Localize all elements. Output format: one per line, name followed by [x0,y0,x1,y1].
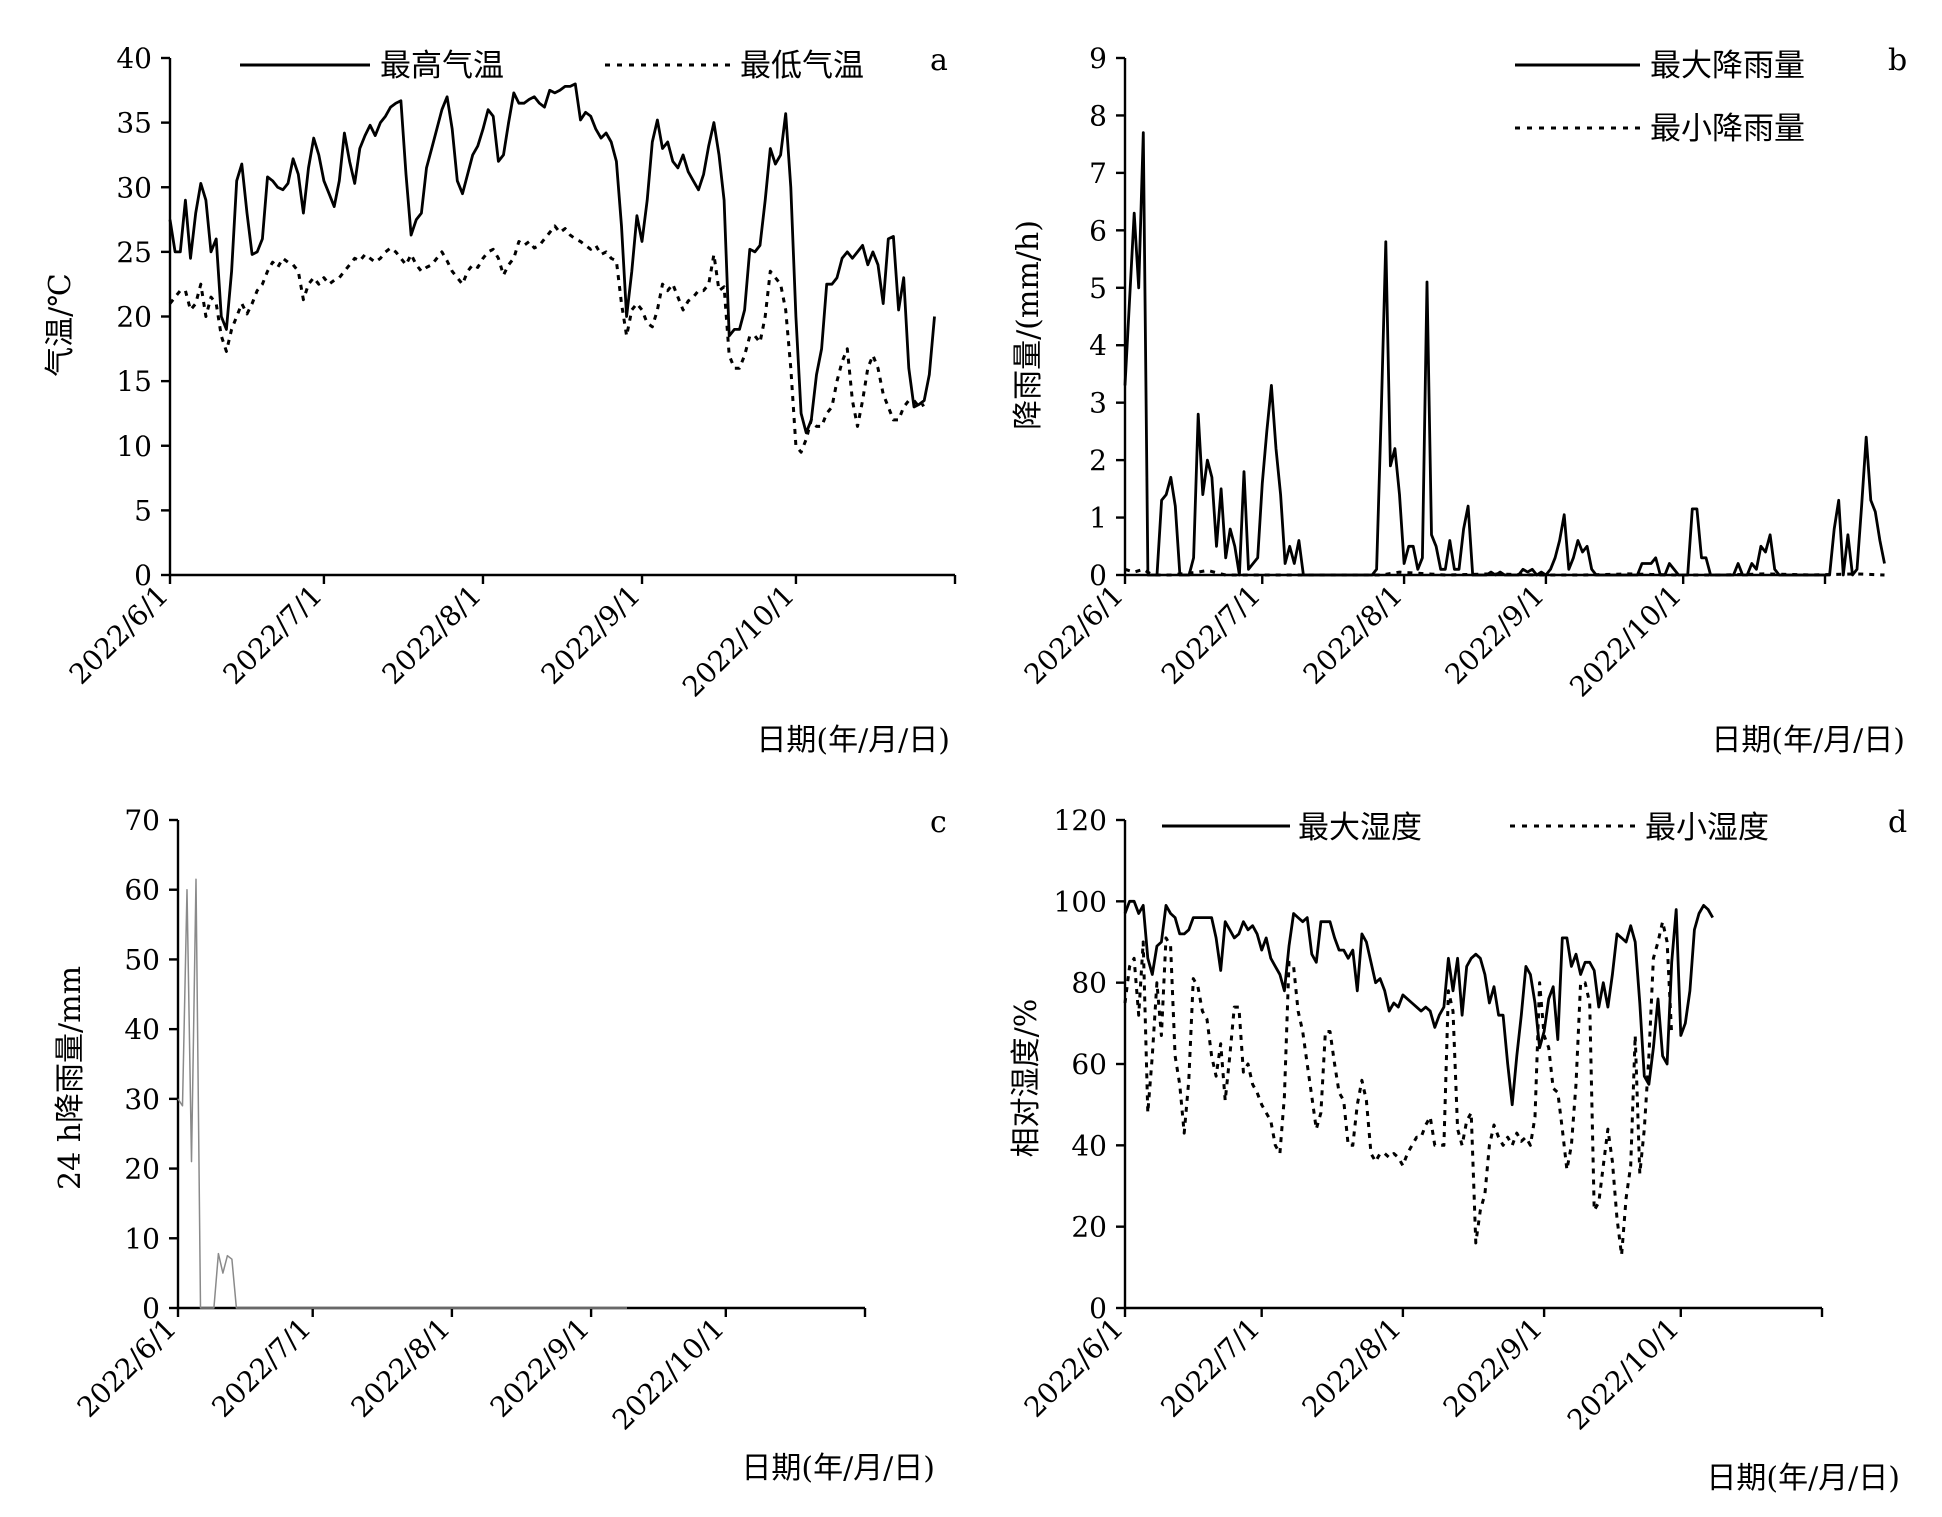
panel-c-x-axis-title: 日期(年/月/日) [741,1451,935,1486]
x-tick-label: 2022/7/1 [217,579,329,691]
y-tick-label: 120 [1054,804,1107,837]
x-tick-label: 2022/9/1 [1439,579,1551,691]
y-tick-label: 50 [124,943,160,976]
panel-a-plot-area: 0 5 10 15 20 25 30 35 40 2022/6/1 2022/7/1 2022/8/1… [63,42,957,704]
y-tick-label: 5 [134,494,152,527]
y-tick-label: 20 [1071,1211,1107,1244]
x-tick-label: 2022/8/1 [376,579,488,691]
panel-b-rainfall-hourly: 0 1 2 3 4 5 6 7 8 9 2022/6/1 2022/7/1 2022/8/1 2022/9… [1011,42,1907,758]
panel-d-letter: d [1888,805,1907,840]
panel-d-x-axis-title: 日期(年/月/日) [1706,1461,1900,1496]
y-tick-label: 8 [1089,99,1107,132]
y-tick-label: 60 [1071,1048,1107,1081]
legend-label-min-temp: 最低气温 [740,48,864,84]
series-line-最低气温 [168,224,925,454]
y-tick-label: 100 [1054,885,1107,918]
y-tick-label: 20 [124,1153,160,1186]
y-tick-label: 6 [1089,214,1107,247]
x-tick-label: 2022/7/1 [1154,1312,1266,1424]
y-tick-label: 7 [1089,157,1107,190]
y-tick-label: 70 [124,804,160,837]
panel-c-y-axis-title: 24 h降雨量/mm [53,966,88,1190]
series-line-rain-24h [177,878,627,1309]
panel-b-y-axis-title: 降雨量/(mm/h) [1011,220,1046,430]
y-tick-label: 60 [124,874,160,907]
legend-label-max-rain: 最大降雨量 [1650,48,1805,84]
y-tick-label: 80 [1071,967,1107,1000]
x-tick-label: 2022/9/1 [535,579,647,691]
panel-a-letter: a [930,43,948,78]
x-tick-label: 2022/10/1 [606,1312,731,1437]
legend-label-min-rain: 最小降雨量 [1650,111,1805,147]
y-tick-label: 5 [1089,272,1107,305]
panel-a-legend: 最高气温 最低气温 [240,48,864,84]
panel-c-letter: c [930,805,947,840]
y-tick-label: 3 [1089,387,1107,420]
x-tick-label: 2022/7/1 [1155,579,1267,691]
x-tick-label: 2022/8/1 [1297,579,1409,691]
series-line-最小降雨量 [1124,567,1885,577]
y-tick-label: 4 [1089,329,1107,362]
x-tick-label: 2022/10/1 [1563,579,1688,704]
y-tick-label: 30 [124,1083,160,1116]
panel-a-x-axis-title: 日期(年/月/日) [756,723,950,758]
legend-label-min-humidity: 最小湿度 [1645,810,1769,846]
x-tick-label: 2022/9/1 [484,1312,596,1424]
y-tick-label: 0 [142,1292,160,1325]
x-tick-label: 2022/10/1 [676,579,801,704]
y-tick-label: 0 [1089,1292,1107,1325]
y-tick-label: 25 [116,236,152,269]
panel-d-humidity: 0 20 40 60 80 100 120 2022/6/1 2022/7/1 2022/8/1 2… [1009,804,1907,1496]
y-tick-label: 40 [124,1013,160,1046]
panel-d-y-axis-title: 相对湿度/% [1009,999,1044,1158]
series-line-最小湿度 [1123,920,1674,1257]
y-tick-label: 9 [1089,42,1107,75]
y-tick-label: 1 [1089,502,1107,535]
panel-a-y-axis-title: 气温/℃ [43,273,78,377]
y-tick-label: 40 [116,42,152,75]
legend-label-max-temp: 最高气温 [380,48,504,84]
panel-b-letter: b [1888,43,1907,78]
series-line-最大降雨量 [1123,131,1886,577]
x-tick-label: 2022/9/1 [1437,1312,1549,1424]
x-tick-label: 2022/7/1 [205,1312,317,1424]
y-tick-label: 35 [116,107,152,140]
x-tick-label: 2022/6/1 [71,1312,183,1424]
panel-b-x-axis-title: 日期(年/月/日) [1711,723,1905,758]
y-tick-label: 0 [134,559,152,592]
x-tick-label: 2022/6/1 [63,579,175,691]
panel-b-legend: 最大降雨量 最小降雨量 [1515,48,1805,147]
panel-d-plot-area: 0 20 40 60 80 100 120 2022/6/1 2022/7/1 2022/8/1 2… [1018,804,1824,1437]
x-tick-label: 2022/8/1 [1296,1312,1408,1424]
y-tick-label: 40 [1071,1129,1107,1162]
series-line-最大湿度 [1123,899,1714,1107]
y-tick-label: 0 [1089,559,1107,592]
y-tick-label: 2 [1089,444,1107,477]
x-tick-label: 2022/6/1 [1018,579,1130,691]
y-tick-label: 30 [116,171,152,204]
y-tick-label: 10 [124,1222,160,1255]
panel-d-legend: 最大湿度 最小湿度 [1162,810,1769,846]
panel-a-temperature: 0 5 10 15 20 25 30 35 40 2022/6/1 2022/7/1 2022/8/1… [43,42,957,758]
x-tick-label: 2022/6/1 [1018,1312,1130,1424]
y-tick-label: 10 [116,430,152,463]
x-tick-label: 2022/10/1 [1561,1312,1686,1437]
y-tick-label: 15 [116,365,152,398]
x-tick-label: 2022/8/1 [345,1312,457,1424]
legend-label-max-humidity: 最大湿度 [1298,810,1422,846]
y-tick-label: 20 [116,301,152,334]
